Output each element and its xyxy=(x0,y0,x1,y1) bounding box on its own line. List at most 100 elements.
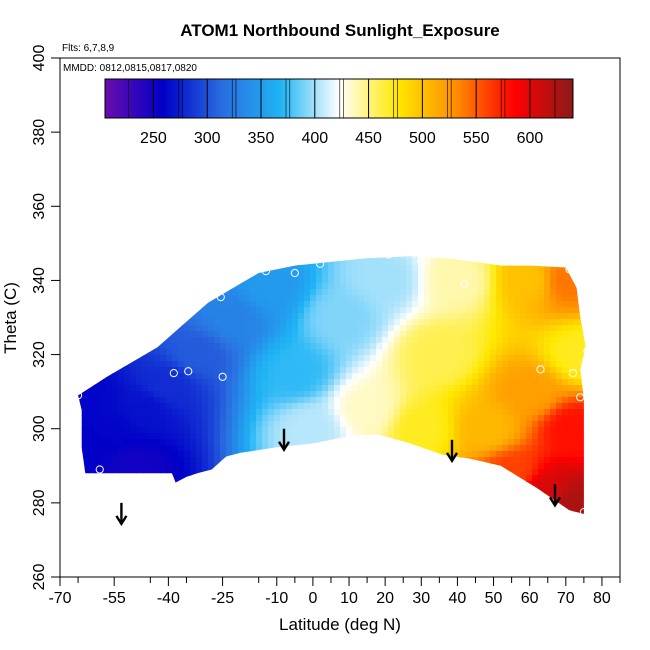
heatmap-cell xyxy=(340,337,347,344)
heatmap-cell xyxy=(484,283,491,290)
heatmap-cell xyxy=(520,445,527,452)
heatmap-cell xyxy=(208,319,215,326)
heatmap-cell xyxy=(316,325,323,332)
heatmap-cell xyxy=(388,367,395,374)
heatmap-cell xyxy=(298,295,305,302)
heatmap-cell xyxy=(454,385,461,392)
heatmap-cell xyxy=(172,439,179,446)
heatmap-cell xyxy=(154,367,161,374)
heatmap-cell xyxy=(376,385,383,392)
heatmap-cell xyxy=(112,469,119,476)
heatmap-cell xyxy=(190,313,197,320)
heatmap-cell xyxy=(472,331,479,338)
heatmap-cell xyxy=(364,373,371,380)
heatmap-cell xyxy=(532,373,539,380)
heatmap-cell xyxy=(538,301,545,308)
heatmap-cell xyxy=(226,433,233,440)
heatmap-cell xyxy=(466,373,473,380)
heatmap-cell xyxy=(412,433,419,440)
observation-point xyxy=(290,268,299,278)
heatmap-cell xyxy=(376,307,383,314)
heatmap-cell xyxy=(436,343,443,350)
heatmap-cell xyxy=(574,343,581,350)
heatmap-cell xyxy=(514,367,521,374)
heatmap-cell xyxy=(556,361,563,368)
heatmap-cell xyxy=(550,277,557,284)
heatmap-cell xyxy=(562,391,569,398)
heatmap-cell xyxy=(304,391,311,398)
heatmap-cell xyxy=(280,283,287,290)
heatmap-cell xyxy=(352,301,359,308)
heatmap-cell xyxy=(256,373,263,380)
heatmap-cell xyxy=(244,331,251,338)
heatmap-cell xyxy=(286,403,293,410)
heatmap-cell xyxy=(280,385,287,392)
heatmap-cell xyxy=(568,445,575,452)
heatmap-cell xyxy=(478,295,485,302)
heatmap-cell xyxy=(532,337,539,344)
observation-point xyxy=(73,391,83,400)
heatmap-cell xyxy=(166,403,173,410)
heatmap-cell xyxy=(376,319,383,326)
heatmap-cell xyxy=(418,391,425,398)
heatmap-cell xyxy=(484,439,491,446)
heatmap-cell xyxy=(178,475,185,482)
heatmap-cell xyxy=(322,337,329,344)
heatmap-cell xyxy=(148,367,155,374)
heatmap-cell xyxy=(526,301,533,308)
heatmap-cell xyxy=(442,361,449,368)
heatmap-cell xyxy=(370,283,377,290)
heatmap-cell xyxy=(406,391,413,398)
heatmap-cell xyxy=(208,367,215,374)
heatmap-cell xyxy=(508,349,515,356)
heatmap-cell xyxy=(454,331,461,338)
heatmap-cell xyxy=(544,325,551,332)
colorbar-tick-label: 600 xyxy=(517,130,544,147)
heatmap-cell xyxy=(430,265,437,272)
heatmap-cell xyxy=(160,343,167,350)
heatmap-cell xyxy=(328,313,335,320)
heatmap-cell xyxy=(310,325,317,332)
heatmap-cell xyxy=(178,457,185,464)
heatmap-cell xyxy=(502,463,509,470)
heatmap-cell xyxy=(124,421,131,428)
heatmap-cell xyxy=(226,337,233,344)
heatmap-cell xyxy=(190,469,197,476)
heatmap-cell xyxy=(574,445,581,452)
heatmap-cell xyxy=(484,385,491,392)
heatmap-cell xyxy=(424,265,431,272)
heatmap-cell xyxy=(562,343,569,350)
observation-point xyxy=(216,293,225,302)
heatmap-cell xyxy=(556,295,563,302)
heatmap-cell xyxy=(484,307,491,314)
heatmap-cell xyxy=(220,361,227,368)
heatmap-cell xyxy=(280,373,287,380)
heatmap-cell xyxy=(484,319,491,326)
heatmap-cell xyxy=(466,271,473,278)
heatmap-cell xyxy=(496,355,503,362)
heatmap-cell xyxy=(442,421,449,428)
heatmap-cell xyxy=(418,379,425,386)
heatmap-cell xyxy=(568,301,575,308)
heatmap-cell xyxy=(130,415,137,422)
heatmap-cell xyxy=(334,337,341,344)
heatmap-cell xyxy=(328,307,335,314)
heatmap-cell xyxy=(520,433,527,440)
heatmap-cell xyxy=(370,415,377,422)
heatmap-cell xyxy=(244,367,251,374)
heatmap-cell xyxy=(226,295,233,302)
heatmap-cell xyxy=(268,283,275,290)
heatmap-cell xyxy=(274,379,281,386)
heatmap-cell xyxy=(520,355,527,362)
heatmap-cell xyxy=(502,367,509,374)
heatmap-cell xyxy=(544,385,551,392)
heatmap-cell xyxy=(358,427,365,434)
heatmap-cell xyxy=(466,361,473,368)
heatmap-cell xyxy=(298,313,305,320)
heatmap-cell xyxy=(550,373,557,380)
heatmap-cell xyxy=(112,403,119,410)
heatmap-cell xyxy=(472,337,479,344)
heatmap-cell xyxy=(334,289,341,296)
heatmap-cell xyxy=(466,343,473,350)
heatmap-cell xyxy=(460,355,467,362)
